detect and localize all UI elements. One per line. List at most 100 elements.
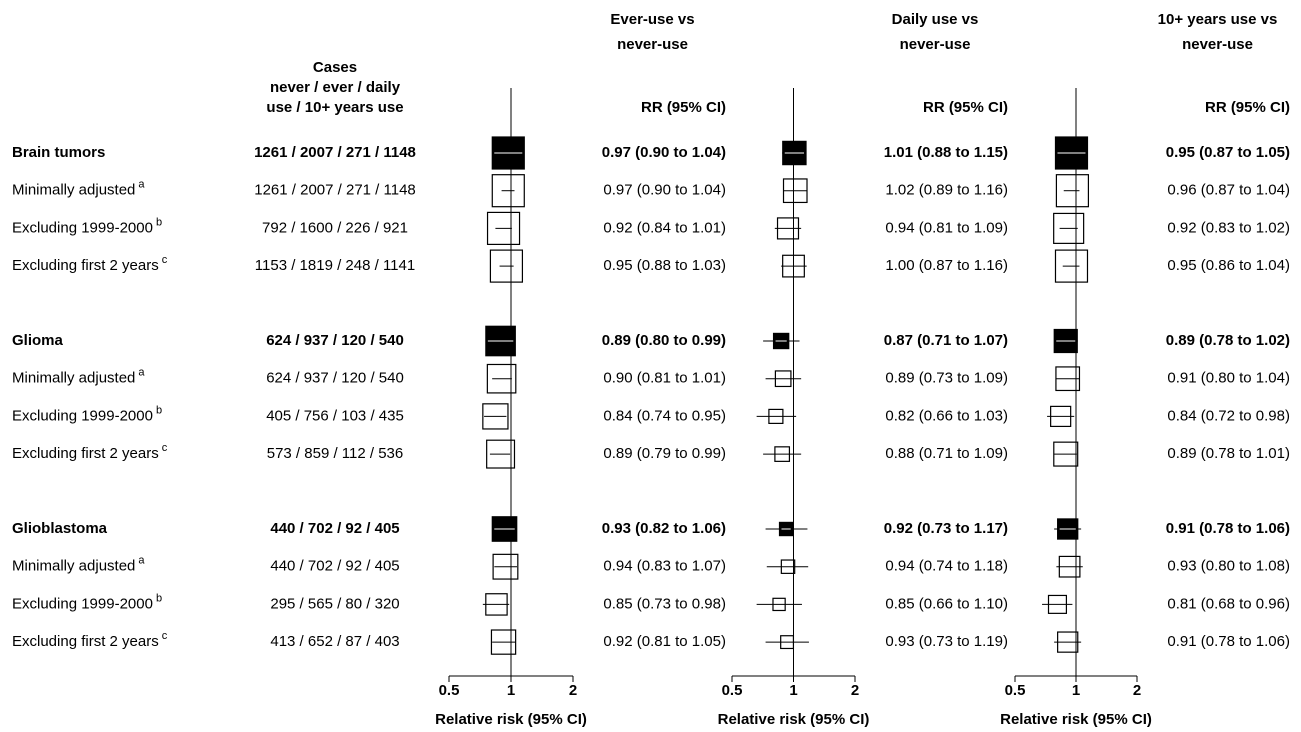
row-label: Minimally adjusted a — [12, 367, 145, 387]
row-label-text: Excluding first 2 years — [12, 257, 159, 274]
estimate-box — [782, 178, 808, 204]
value-label: 0.91 (0.80 to 1.04) — [1167, 370, 1290, 387]
value-label: 0.92 (0.83 to 1.02) — [1167, 219, 1290, 236]
estimate-box — [486, 439, 516, 469]
estimate-box — [489, 249, 524, 283]
estimate-box — [776, 217, 800, 240]
value-label: 0.95 (0.88 to 1.03) — [603, 257, 726, 274]
value-label: 0.94 (0.81 to 1.09) — [885, 219, 1008, 236]
value-label: 1.00 (0.87 to 1.16) — [885, 257, 1008, 274]
value-label: 0.85 (0.73 to 0.98) — [603, 595, 726, 612]
row-note: c — [162, 254, 168, 266]
value-label: 0.89 (0.73 to 1.09) — [885, 370, 1008, 387]
column-header: RR (95% CI) — [1205, 99, 1290, 116]
value-label: 0.91 (0.78 to 1.06) — [1167, 633, 1290, 650]
estimate-box — [482, 403, 509, 430]
row-note: b — [156, 592, 162, 604]
value-label: 0.89 (0.79 to 0.99) — [603, 445, 726, 462]
estimate-box — [780, 559, 796, 574]
value-label: 0.92 (0.84 to 1.01) — [603, 219, 726, 236]
row-label: Excluding first 2 years c — [12, 254, 168, 274]
row-label: Excluding 1999-2000 b — [12, 592, 162, 612]
row-label-text: Excluding 1999-2000 — [12, 407, 153, 424]
value-label: 0.97 (0.90 to 1.04) — [603, 182, 726, 199]
estimate-box — [1058, 555, 1081, 578]
row-label: Brain tumors — [12, 144, 105, 161]
cases: 624 / 937 / 120 / 540 — [266, 370, 404, 387]
estimate-box — [485, 593, 508, 616]
value-label: 0.95 (0.87 to 1.05) — [1166, 144, 1290, 161]
estimate-box — [1057, 631, 1079, 653]
estimate-box — [1053, 212, 1085, 244]
cases: 792 / 1600 / 226 / 921 — [262, 219, 408, 236]
value-label: 0.93 (0.82 to 1.06) — [602, 520, 726, 537]
cases: 624 / 937 / 120 / 540 — [266, 332, 404, 349]
x-tick-label: 1 — [507, 682, 515, 699]
value-label: 0.84 (0.72 to 0.98) — [1167, 407, 1290, 424]
panel-title: never-use — [617, 36, 688, 53]
row-label-text: Excluding 1999-2000 — [12, 219, 153, 236]
value-label: 0.93 (0.73 to 1.19) — [885, 633, 1008, 650]
estimate-box — [768, 408, 784, 424]
x-tick-label: 1 — [1072, 682, 1080, 699]
value-label: 0.93 (0.80 to 1.08) — [1167, 558, 1290, 575]
value-label: 0.91 (0.78 to 1.06) — [1166, 520, 1290, 537]
estimate-box — [1054, 249, 1089, 283]
estimate-box — [774, 370, 792, 388]
row-label: Glioblastoma — [12, 520, 108, 537]
value-label: 0.96 (0.87 to 1.04) — [1167, 182, 1290, 199]
row-note: c — [162, 442, 168, 454]
row-note: a — [138, 367, 145, 379]
estimate-box — [1050, 405, 1072, 428]
panel-title: 10+ years use vs — [1158, 11, 1278, 28]
value-label: 0.90 (0.81 to 1.01) — [603, 370, 726, 387]
row-note: a — [138, 555, 145, 567]
estimate-box — [780, 635, 795, 650]
panel-title: never-use — [1182, 36, 1253, 53]
x-tick-label: 2 — [1133, 682, 1141, 699]
x-tick-label: 1 — [789, 682, 797, 699]
cases: 573 / 859 / 112 / 536 — [267, 445, 404, 462]
column-header: RR (95% CI) — [641, 99, 726, 116]
row-label-text: Glioblastoma — [12, 520, 108, 537]
row-label: Excluding 1999-2000 b — [12, 404, 162, 424]
row-note: b — [156, 404, 162, 416]
x-axis-label: Relative risk (95% CI) — [718, 711, 870, 728]
cases: 413 / 652 / 87 / 403 — [270, 633, 399, 650]
cases: 1261 / 2007 / 271 / 1148 — [254, 144, 416, 161]
row-label-text: Minimally adjusted — [12, 182, 135, 199]
estimate-box — [774, 446, 791, 462]
row-label-text: Excluding 1999-2000 — [12, 595, 153, 612]
row-label: Excluding first 2 years c — [12, 630, 168, 650]
x-axis-label: Relative risk (95% CI) — [435, 711, 587, 728]
row-label-text: Excluding first 2 years — [12, 633, 159, 650]
value-label: 0.82 (0.66 to 1.03) — [885, 407, 1008, 424]
estimate-box — [1055, 174, 1090, 208]
estimate-box — [486, 211, 521, 245]
estimate-box — [1055, 366, 1081, 392]
panel-title: Daily use vs — [892, 11, 979, 28]
x-tick-label: 0.5 — [439, 682, 460, 699]
row-note: c — [162, 630, 168, 642]
cases: 440 / 702 / 92 / 405 — [270, 520, 399, 537]
row-note: a — [138, 179, 145, 191]
row-note: b — [156, 216, 162, 228]
cases: 295 / 565 / 80 / 320 — [270, 595, 399, 612]
row-label-text: Brain tumors — [12, 144, 105, 161]
row-label: Glioma — [12, 332, 64, 349]
estimate-box — [486, 363, 517, 394]
value-label: 0.84 (0.74 to 0.95) — [603, 407, 726, 424]
value-label: 0.97 (0.90 to 1.04) — [602, 144, 726, 161]
value-label: 0.89 (0.80 to 0.99) — [602, 332, 726, 349]
column-header: RR (95% CI) — [923, 99, 1008, 116]
cases: 1261 / 2007 / 271 / 1148 — [254, 182, 416, 199]
cases-header: never / ever / daily — [270, 79, 401, 96]
panel-title: Ever-use vs — [610, 11, 694, 28]
x-tick-label: 0.5 — [1005, 682, 1026, 699]
value-label: 0.94 (0.74 to 1.18) — [885, 558, 1008, 575]
value-label: 0.92 (0.81 to 1.05) — [603, 633, 726, 650]
cases-header: use / 10+ years use — [266, 99, 403, 116]
row-label: Minimally adjusted a — [12, 555, 145, 575]
row-label: Excluding first 2 years c — [12, 442, 168, 462]
